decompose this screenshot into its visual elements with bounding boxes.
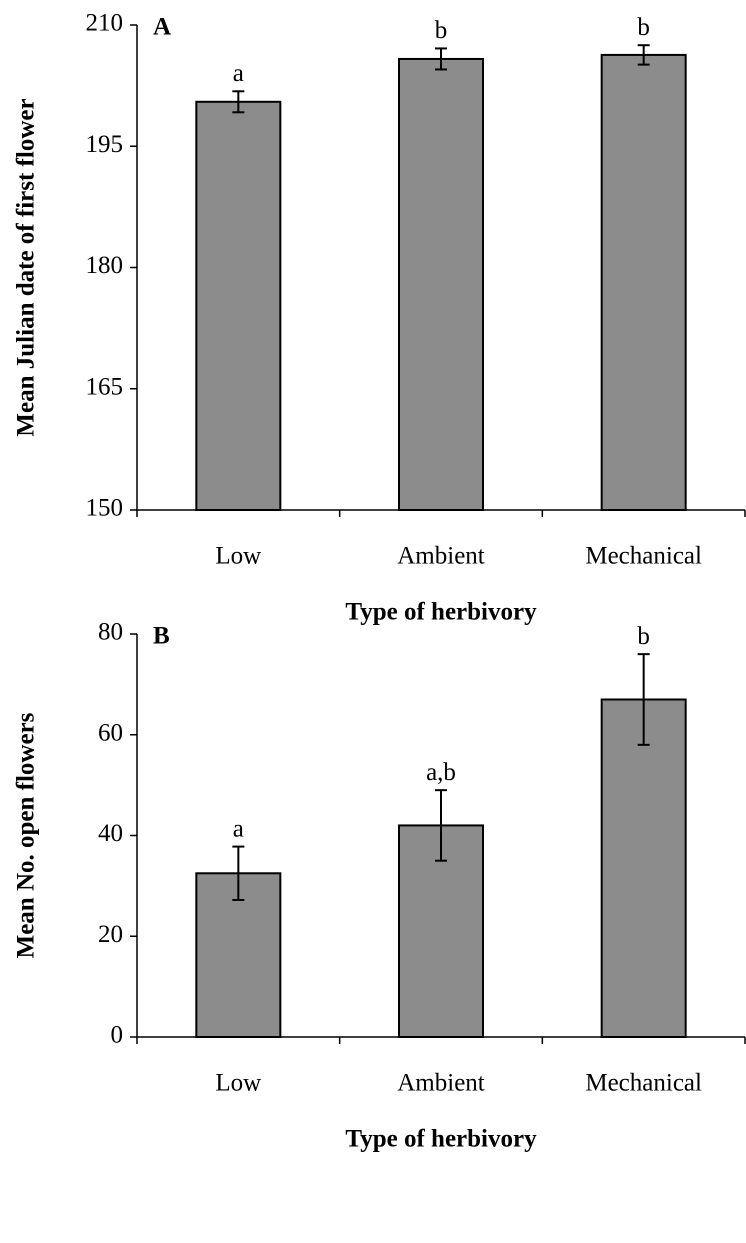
y-tick-label: 60 (98, 719, 123, 746)
annotation: b (637, 14, 650, 41)
x-axis-label: Type of herbivory (345, 1126, 537, 1153)
annotation: a (233, 815, 244, 842)
panel-label: A (153, 14, 171, 41)
annotation: b (435, 17, 448, 44)
y-tick-label: 150 (86, 495, 124, 522)
bar (600, 698, 687, 1038)
x-tick-label: Low (215, 543, 261, 570)
y-tick-label: 180 (86, 252, 124, 279)
y-tick-label: 80 (98, 619, 123, 646)
y-tick-label: 195 (86, 131, 124, 158)
y-axis-label: Mean Julian date of first flower (13, 98, 40, 436)
annotation: a,b (426, 759, 456, 786)
y-tick-label: 210 (86, 10, 124, 37)
annotation: b (637, 623, 650, 650)
bar (398, 57, 484, 511)
y-tick-label: 0 (111, 1022, 124, 1049)
panel-label: B (153, 623, 170, 650)
annotation: a (233, 60, 244, 87)
x-tick-label: Ambient (397, 1070, 485, 1097)
bar (195, 100, 282, 512)
y-tick-label: 165 (86, 373, 124, 400)
x-tick-label: Low (215, 1070, 261, 1097)
x-tick-label: Mechanical (585, 1070, 702, 1097)
x-tick-label: Ambient (397, 543, 485, 570)
bar (600, 53, 687, 512)
x-axis-label: Type of herbivory (345, 599, 537, 626)
y-tick-label: 40 (98, 820, 123, 847)
x-tick-label: Mechanical (585, 543, 702, 570)
y-tick-label: 20 (98, 921, 123, 948)
y-axis-label: Mean No. open flowers (13, 712, 40, 958)
